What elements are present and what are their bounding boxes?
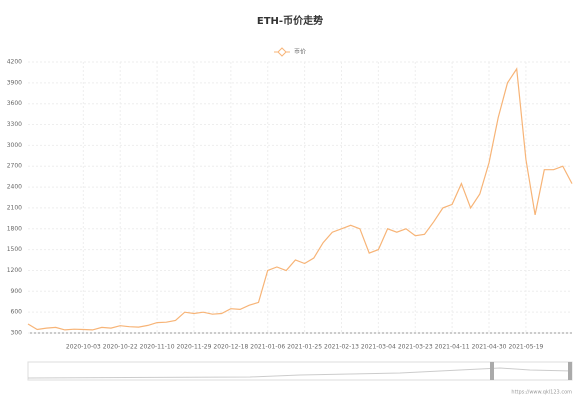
- x-tick-label: 2020-11-10: [140, 344, 175, 351]
- x-tick-label: 2020-10-03: [66, 344, 101, 351]
- legend-label[interactable]: 币价: [294, 49, 306, 56]
- y-tick-label: 1200: [7, 267, 22, 274]
- zoom-handle[interactable]: [490, 362, 494, 380]
- y-tick-label: 2700: [7, 163, 22, 170]
- zoom-handle[interactable]: [568, 362, 572, 380]
- source: https://www.qkl123.com: [511, 390, 572, 396]
- x-tick-label: 2021-03-04: [361, 344, 396, 351]
- price-line: [27, 67, 573, 331]
- x-tick-label: 2021-03-23: [398, 344, 433, 351]
- y-tick-label: 300: [11, 330, 23, 337]
- x-tick-label: 2021-05-19: [508, 344, 543, 351]
- zoom-preview: [27, 367, 573, 379]
- y-tick-label: 2100: [7, 204, 22, 211]
- y-tick-label: 3300: [7, 121, 22, 128]
- x-tick-label: 2020-10-22: [103, 344, 138, 351]
- chart-title: ETH-币价走势: [257, 14, 323, 27]
- y-tick-label: 3900: [7, 79, 22, 86]
- x-tick-label: 2020-12-18: [213, 344, 248, 351]
- y-tick-label: 1500: [7, 246, 22, 253]
- x-tick-label: 2020-11-29: [177, 344, 212, 351]
- x-tick-label: 2021-04-11: [435, 344, 470, 351]
- y-tick-label: 3000: [7, 142, 22, 149]
- y-tick-label: 4200: [7, 59, 22, 66]
- y-tick-label: 2400: [7, 184, 22, 191]
- y-tick-label: 600: [11, 309, 23, 316]
- x-tick-label: 2021-02-13: [324, 344, 359, 351]
- x-tick-label: 2021-01-25: [287, 344, 322, 351]
- x-tick-label: 2021-01-06: [250, 344, 285, 351]
- y-tick-label: 900: [11, 288, 23, 295]
- legend-marker[interactable]: [277, 47, 287, 57]
- y-tick-label: 3600: [7, 100, 22, 107]
- y-tick-label: 1800: [7, 225, 22, 232]
- x-tick-label: 2021-04-30: [472, 344, 507, 351]
